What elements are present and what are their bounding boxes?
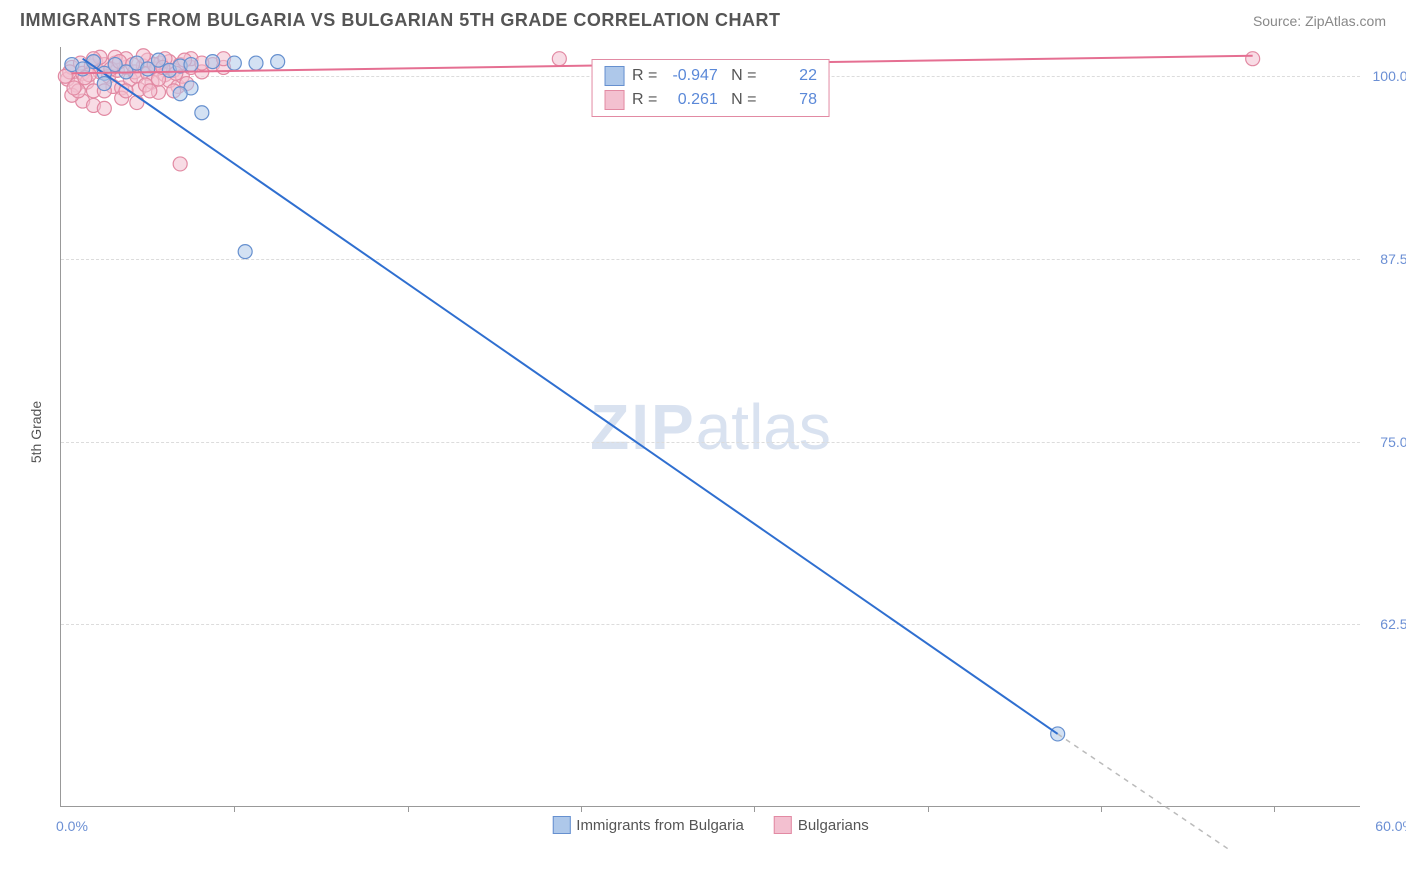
- chart-container: 5th Grade ZIPatlas 62.5%75.0%87.5%100.0%…: [20, 37, 1386, 827]
- x-tick: [408, 806, 409, 812]
- legend-text-series-1: R = 0.261 N = 78: [632, 91, 817, 109]
- trend-line-extrapolated: [1058, 734, 1231, 851]
- swatch-series-1: [604, 90, 624, 110]
- x-tick: [234, 806, 235, 812]
- scatter-point: [249, 56, 263, 70]
- trend-line: [83, 59, 1058, 734]
- n-value-1: 78: [761, 91, 817, 109]
- x-tick: [1274, 806, 1275, 812]
- r-label: R =: [632, 67, 657, 84]
- x-tick: [928, 806, 929, 812]
- scatter-point: [173, 87, 187, 101]
- legend-row-series-0: R = -0.947 N = 22: [604, 64, 817, 88]
- n-value-0: 22: [761, 67, 817, 85]
- scatter-point: [195, 106, 209, 120]
- x-tick: [581, 806, 582, 812]
- swatch-icon: [552, 816, 570, 834]
- bottom-legend-item-0: Immigrants from Bulgaria: [552, 816, 744, 834]
- legend-box: R = -0.947 N = 22 R = 0.261 N = 78: [591, 59, 830, 117]
- plot-area: ZIPatlas 62.5%75.0%87.5%100.0% R = -0.94…: [60, 47, 1360, 807]
- scatter-point: [206, 55, 220, 69]
- scatter-point: [552, 52, 566, 66]
- x-tick: [1101, 806, 1102, 812]
- scatter-point: [184, 58, 198, 72]
- n-label: N =: [731, 91, 756, 108]
- y-tick-label: 100.0%: [1373, 68, 1406, 84]
- scatter-point: [67, 81, 81, 95]
- r-label: R =: [632, 91, 657, 108]
- r-value-1: 0.261: [662, 91, 718, 109]
- scatter-point: [130, 96, 144, 110]
- x-axis-end-label: 60.0%: [1375, 818, 1406, 834]
- bottom-legend-label-0: Immigrants from Bulgaria: [576, 817, 744, 834]
- x-axis-start-label: 0.0%: [56, 818, 88, 834]
- swatch-series-0: [604, 66, 624, 86]
- y-axis-label: 5th Grade: [28, 401, 44, 463]
- scatter-point: [173, 157, 187, 171]
- y-tick-label: 87.5%: [1380, 251, 1406, 267]
- bottom-legend-label-1: Bulgarians: [798, 817, 869, 834]
- x-tick: [754, 806, 755, 812]
- scatter-point: [97, 101, 111, 115]
- scatter-point: [152, 53, 166, 67]
- scatter-point: [143, 84, 157, 98]
- scatter-point: [97, 77, 111, 91]
- n-label: N =: [731, 67, 756, 84]
- scatter-point: [227, 56, 241, 70]
- swatch-icon: [774, 816, 792, 834]
- bottom-legend-item-1: Bulgarians: [774, 816, 869, 834]
- legend-row-series-1: R = 0.261 N = 78: [604, 88, 817, 112]
- scatter-point: [238, 245, 252, 259]
- y-tick-label: 75.0%: [1380, 434, 1406, 450]
- source-label: Source: ZipAtlas.com: [1253, 13, 1386, 29]
- y-tick-label: 62.5%: [1380, 616, 1406, 632]
- chart-svg: [61, 47, 1360, 806]
- bottom-legend: Immigrants from Bulgaria Bulgarians: [552, 816, 868, 834]
- chart-title: IMMIGRANTS FROM BULGARIA VS BULGARIAN 5T…: [20, 10, 780, 31]
- legend-text-series-0: R = -0.947 N = 22: [632, 67, 817, 85]
- scatter-point: [271, 55, 285, 69]
- r-value-0: -0.947: [662, 67, 718, 85]
- scatter-point: [1246, 52, 1260, 66]
